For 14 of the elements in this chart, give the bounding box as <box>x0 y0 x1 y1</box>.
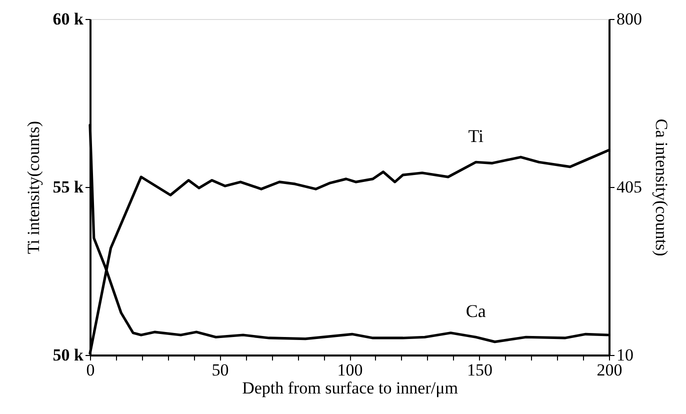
x-tick-label: 0 <box>86 360 95 380</box>
y2-axis-title: Ca intensity(counts) <box>652 118 671 256</box>
x-tick-label: 100 <box>337 360 363 380</box>
x-tick-label: 150 <box>467 360 492 380</box>
annotation: Ti <box>468 126 484 146</box>
annotation: Ca <box>466 301 486 322</box>
y-axis-title: Ti intensity(counts) <box>24 120 43 254</box>
x-axis-title: Depth from surface to inner/μm <box>242 378 458 398</box>
y-tick-label: 50 k <box>52 346 84 364</box>
y-tick-label: 60 k <box>52 10 84 28</box>
y2-tick-label: 405 <box>616 178 642 196</box>
y2-tick-label: 800 <box>616 10 642 28</box>
y-tick-label: 55 k <box>52 178 84 196</box>
x-tick-label: 50 <box>212 360 229 380</box>
